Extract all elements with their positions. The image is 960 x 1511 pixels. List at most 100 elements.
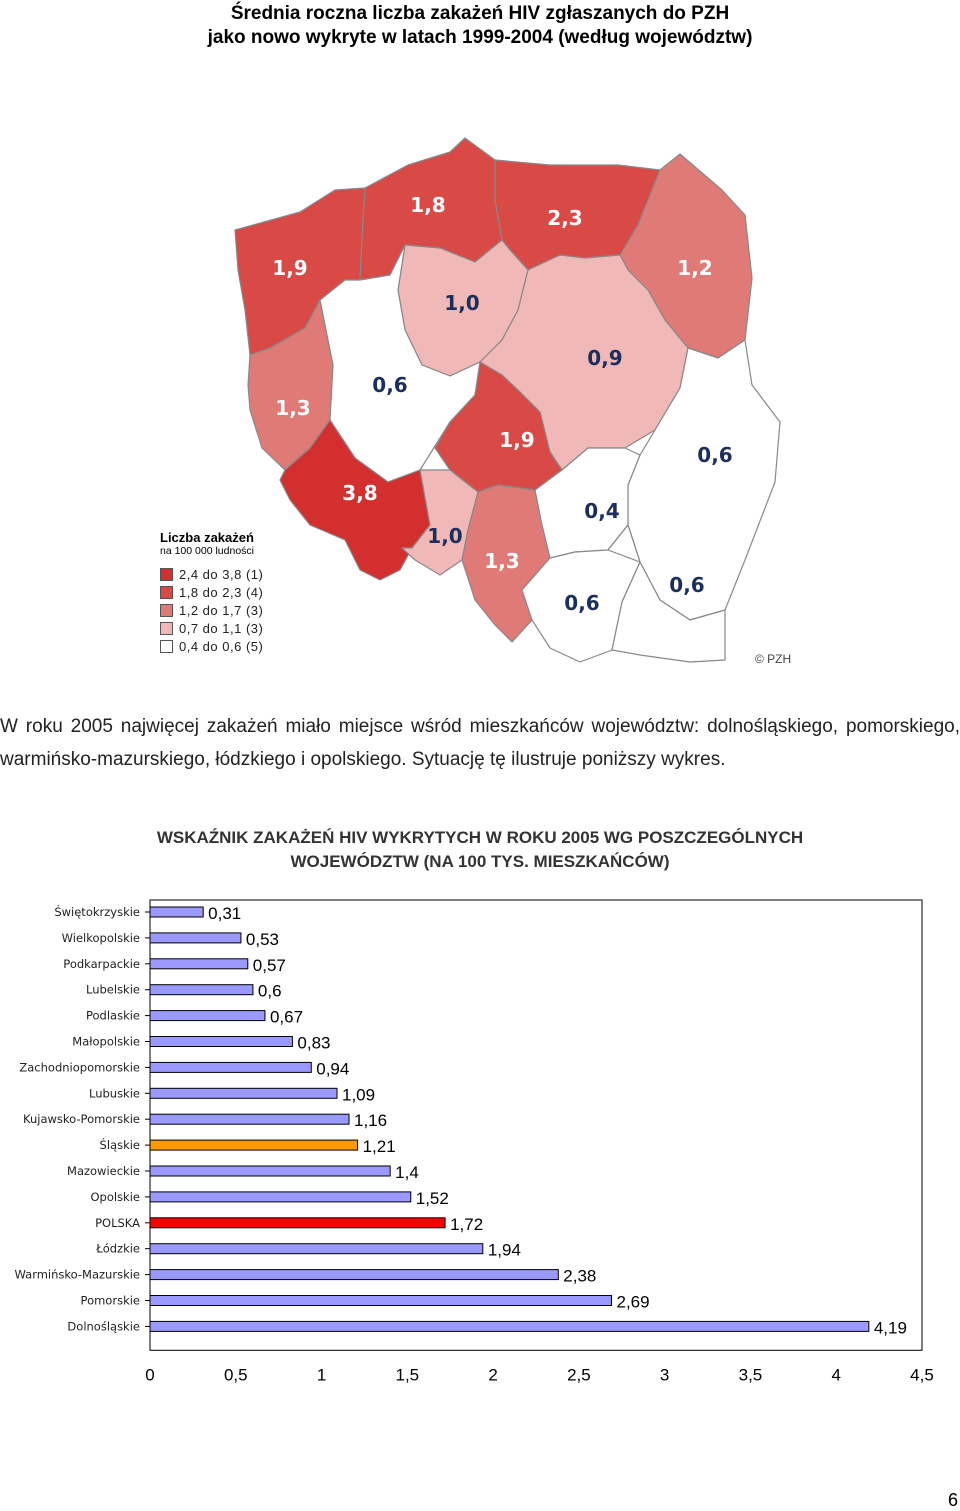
label-lodzkie: 1,9: [499, 428, 534, 452]
legend-item: 1,8 do 2,3 (4): [160, 583, 263, 601]
value-label: 0,94: [316, 1059, 349, 1078]
legend-swatch: [160, 639, 173, 653]
category-label: Zachodniopomorskie: [19, 1060, 140, 1074]
value-label: 0,53: [246, 930, 279, 949]
legend-label: 0,7 do 1,1 (3): [179, 620, 264, 636]
value-label: 4,19: [874, 1318, 907, 1337]
legend-swatch: [160, 585, 173, 599]
value-label: 0,31: [208, 904, 241, 923]
bar: [149, 984, 254, 996]
title-line-1: Średnia roczna liczba zakażeń HIV zgłasz…: [230, 3, 730, 24]
label-mazowieckie: 0,9: [587, 346, 622, 370]
body-paragraph: W roku 2005 najwięcej zakażeń miało miej…: [0, 716, 960, 770]
value-label: 2,69: [616, 1293, 649, 1312]
bar: [149, 1217, 446, 1229]
chart-title-line-2: WOJEWÓDZTW (NA 100 TYS. MIESZKAŃCÓW): [290, 852, 670, 871]
legend-swatch: [160, 621, 173, 635]
bar: [149, 1243, 484, 1255]
label-dolnoslaskie: 3,8: [342, 481, 377, 505]
label-wielkopolskie: 0,6: [372, 373, 407, 397]
category-label: Podkarpackie: [63, 957, 140, 971]
x-tick-label: 0: [145, 1365, 154, 1384]
category-label: Mazowieckie: [67, 1164, 140, 1178]
map-legend: Liczba zakażeń na 100 000 ludności 2,4 d…: [160, 530, 263, 655]
bar: [149, 1087, 338, 1099]
legend-item: 0,7 do 1,1 (3): [160, 619, 263, 637]
category-label: Pomorskie: [81, 1294, 140, 1308]
category-label: Opolskie: [90, 1190, 140, 1204]
x-tick-label: 2,5: [567, 1365, 591, 1384]
region-dolnoslaskie: [279, 419, 431, 581]
region-swietokrzyskie: [534, 447, 641, 559]
legend-item: 2,4 do 3,8 (1): [160, 565, 263, 583]
label-podkarpackie: 0,6: [669, 573, 704, 597]
category-label: Kujawsko-Pomorskie: [23, 1112, 140, 1126]
bar: [149, 1036, 293, 1047]
legend-swatch: [160, 567, 173, 581]
category-label: Dolnośląskie: [67, 1319, 140, 1333]
bar: [149, 958, 249, 970]
category-label: Lubuskie: [89, 1086, 140, 1100]
value-label: 1,52: [416, 1189, 449, 1208]
value-label: 0,6: [258, 982, 282, 1001]
x-tick-label: 3,5: [739, 1365, 763, 1384]
label-lubelskie: 0,6: [697, 443, 732, 467]
category-label: Wielkopolskie: [62, 931, 140, 945]
legend-label: 2,4 do 3,8 (1): [179, 566, 264, 582]
legend-label: 1,2 do 1,7 (3): [179, 602, 264, 618]
bar: [149, 1113, 350, 1125]
x-tick-label: 3: [660, 1365, 669, 1384]
x-tick-label: 4: [831, 1365, 840, 1384]
page-title: Średnia roczna liczba zakażeń HIV zgłasz…: [0, 2, 960, 50]
label-warminsko-mazurskie: 2,3: [547, 206, 582, 230]
x-tick-label: 0,5: [224, 1365, 248, 1384]
label-zachodniopomorskie: 1,9: [272, 256, 307, 280]
value-label: 1,72: [450, 1215, 483, 1234]
category-label: Małopolskie: [72, 1035, 140, 1049]
copyright-note: © PZH: [755, 652, 792, 666]
value-label: 1,16: [354, 1111, 387, 1130]
value-label: 1,4: [395, 1163, 419, 1182]
category-label: Śląskie: [100, 1137, 140, 1152]
label-opolskie: 1,0: [427, 524, 462, 548]
bar: [149, 932, 242, 944]
chart-title: WSKAŹNIK ZAKAŻEŃ HIV WYKRYTYCH W ROKU 20…: [0, 826, 960, 874]
legend-subtitle: na 100 000 ludności: [160, 545, 254, 557]
bar: [149, 1010, 266, 1022]
category-label: Warmińsko-Mazurskie: [15, 1268, 140, 1282]
bar: [149, 1269, 559, 1281]
value-label: 2,38: [563, 1267, 596, 1286]
category-label: Lubelskie: [86, 983, 140, 997]
value-label: 1,21: [363, 1137, 396, 1156]
label-kujawsko-pomorskie: 1,0: [444, 291, 479, 315]
category-label: Podlaskie: [86, 1009, 140, 1023]
legend-items: 2,4 do 3,8 (1) 1,8 do 2,3 (4) 1,2 do 1,7 (…: [160, 565, 263, 655]
label-pomorskie: 1,8: [410, 193, 445, 217]
legend-item: 1,2 do 1,7 (3): [160, 601, 263, 619]
value-label: 0,83: [297, 1034, 330, 1053]
label-malopolskie: 0,6: [564, 591, 599, 615]
legend-swatch: [160, 603, 173, 617]
label-slaskie: 1,3: [484, 549, 519, 573]
bar: [149, 1320, 870, 1332]
chart-title-line-1: WSKAŹNIK ZAKAŻEŃ HIV WYKRYTYCH W ROKU 20…: [156, 828, 804, 847]
value-label: 1,94: [488, 1241, 521, 1260]
title-line-2: jako nowo wykryte w latach 1999-2004 (we…: [207, 27, 753, 48]
bar: [149, 1191, 412, 1203]
bar: [149, 1061, 312, 1073]
x-tick-label: 1: [317, 1365, 326, 1384]
legend-title: Liczba zakażeń: [160, 530, 254, 545]
page-number: 6: [947, 1490, 958, 1510]
label-lubuskie: 1,3: [275, 396, 310, 420]
region-opolskie: [401, 469, 479, 576]
value-label: 1,09: [342, 1085, 375, 1104]
bar: [149, 1295, 612, 1306]
x-tick-label: 4,5: [910, 1365, 934, 1384]
value-label: 0,67: [270, 1008, 303, 1027]
legend-label: 1,8 do 2,3 (4): [179, 584, 264, 600]
legend-item: 0,4 do 0,6 (5): [160, 637, 263, 655]
bar: [149, 1139, 359, 1151]
poland-map: 1,9 1,8 2,3 1,2 1,3 1,9 3,8 1,3 1,0 0,9 …: [234, 137, 781, 663]
plot-area: [149, 899, 923, 1351]
